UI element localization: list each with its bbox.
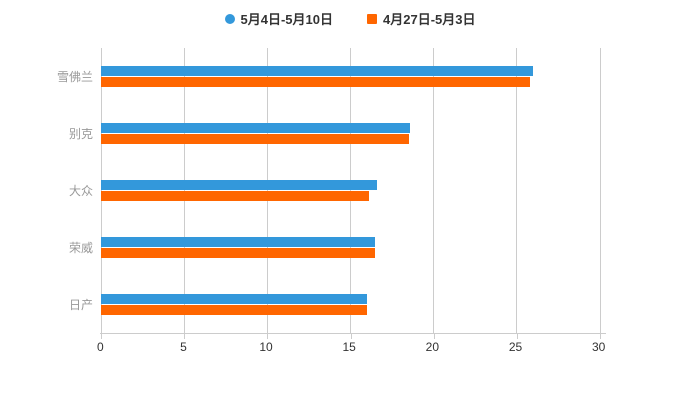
bar-series1-日产[interactable] (101, 305, 368, 315)
legend-circle-icon (224, 13, 235, 24)
x-axis-tick-label-10: 10 (259, 340, 273, 354)
chart-legend: 5月4日-5月10日 4月27日-5月3日 (0, 9, 700, 28)
x-axis-tick-0 (101, 333, 102, 339)
category-band-1 (101, 105, 600, 162)
bar-series0-大众[interactable] (101, 180, 378, 190)
y-axis-labels: 雪佛兰别克大众荣威日产 (0, 48, 93, 333)
gridline-x-25 (516, 48, 518, 333)
y-axis-label-0: 雪佛兰 (56, 70, 93, 84)
x-axis-tick-20 (433, 333, 435, 339)
gridline-x-10 (266, 48, 268, 333)
gridline-x-15 (350, 48, 351, 333)
category-band-4 (101, 276, 600, 333)
bar-series0-雪佛兰[interactable] (101, 66, 534, 76)
bar-series1-荣威[interactable] (101, 248, 376, 258)
x-axis-tick-label-30: 30 (591, 340, 606, 354)
gridline-x-5 (183, 48, 185, 333)
x-axis-tick-10 (267, 333, 269, 339)
x-axis-tick-30 (600, 333, 601, 339)
legend-item-1[interactable]: 4月27日-5月3日 (367, 9, 475, 28)
x-axis-tick-25 (516, 333, 518, 339)
category-band-3 (101, 219, 600, 276)
x-axis-tick-label-20: 20 (425, 340, 439, 354)
bar-series1-雪佛兰[interactable] (101, 77, 531, 87)
x-axis-tick-label-5: 5 (180, 340, 187, 354)
category-band-2 (101, 162, 600, 219)
y-axis-label-1: 别克 (68, 127, 93, 141)
x-axis-tick-5 (184, 333, 186, 339)
gridline-x-0 (100, 48, 102, 333)
y-axis-label-4: 日产 (68, 298, 93, 312)
x-axis-tick-label-25: 25 (508, 340, 523, 354)
bar-series0-荣威[interactable] (101, 237, 376, 247)
x-axis-tick-label-15: 15 (342, 340, 356, 354)
bar-series0-日产[interactable] (101, 294, 368, 304)
plot-area (100, 48, 601, 333)
bar-series1-大众[interactable] (101, 191, 369, 201)
y-axis-label-3: 荣威 (68, 241, 93, 255)
gridline-x-20 (433, 48, 435, 333)
gridline-x-30 (599, 48, 601, 333)
legend-square-icon (367, 13, 377, 24)
legend-label: 4月27日-5月3日 (383, 12, 476, 27)
x-axis-line (100, 333, 606, 334)
legend-label: 5月4日-5月10日 (240, 12, 333, 27)
x-axis-tick-label-0: 0 (96, 340, 104, 354)
legend-item-0[interactable]: 5月4日-5月10日 (224, 9, 333, 28)
category-band-0 (101, 48, 600, 105)
y-axis-label-2: 大众 (68, 184, 93, 198)
x-axis-tick-15 (350, 333, 352, 339)
bar-series0-别克[interactable] (101, 123, 411, 133)
bar-series1-别克[interactable] (101, 134, 409, 144)
